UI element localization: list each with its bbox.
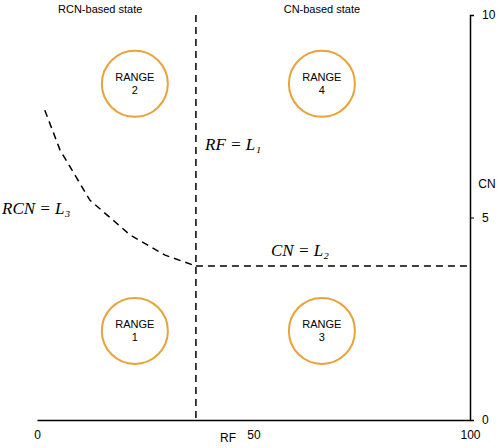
region-label: CN-based state bbox=[284, 3, 360, 15]
range-circle bbox=[289, 298, 355, 364]
x-tick-label: 50 bbox=[247, 428, 261, 442]
boundary-line bbox=[195, 15, 197, 420]
boundary-line bbox=[196, 265, 470, 267]
range-label: RANGE2 bbox=[115, 71, 154, 96]
x-axis: 0 50 100 bbox=[34, 420, 481, 442]
x-tick: 0 bbox=[34, 420, 41, 442]
boundary-line bbox=[45, 110, 196, 266]
x-axis-title: RF bbox=[220, 431, 236, 445]
y-tick-label: 0 bbox=[482, 413, 489, 427]
range-label-part: RANGE bbox=[115, 318, 154, 330]
range-label-part: RANGE bbox=[302, 71, 341, 83]
x-tick-label: 0 bbox=[34, 428, 41, 442]
line-label: RF = L₁ bbox=[204, 135, 261, 154]
range-label: RANGE1 bbox=[115, 318, 154, 343]
range-circle bbox=[289, 51, 355, 117]
y-tick: 0 bbox=[470, 413, 489, 427]
range-label-part: 4 bbox=[319, 84, 325, 96]
region-label: RCN-based state bbox=[58, 3, 142, 15]
range-label-part: 3 bbox=[319, 331, 325, 343]
range-label-part: 1 bbox=[132, 331, 138, 343]
range-label-part: RANGE bbox=[115, 71, 154, 83]
y-axis-line bbox=[471, 16, 475, 421]
x-tick-label: 100 bbox=[460, 428, 480, 442]
x-tick: 100 bbox=[460, 420, 480, 442]
y-axis: 0 5 10 bbox=[470, 8, 496, 427]
x-axis-line bbox=[38, 420, 471, 422]
range-circle bbox=[102, 51, 168, 117]
y-tick: 10 bbox=[470, 8, 496, 22]
y-tick-label: 5 bbox=[482, 211, 489, 225]
mark-labels: RF = L₁CN = L₂RCN = L₃RANGE1RANGE2RANGE3… bbox=[1, 71, 341, 343]
plot-marks bbox=[45, 15, 470, 420]
line-label: RCN = L₃ bbox=[1, 199, 70, 218]
y-tick: 5 bbox=[470, 211, 489, 225]
range-circle bbox=[102, 298, 168, 364]
range-label-part: 2 bbox=[132, 84, 138, 96]
chart: 0501000510RFCNRCN-based stateCN-based st… bbox=[0, 0, 500, 448]
line-label: CN = L₂ bbox=[271, 241, 329, 260]
range-label: RANGE3 bbox=[302, 318, 341, 343]
y-axis-title: CN bbox=[478, 177, 495, 191]
range-label-part: RANGE bbox=[302, 318, 341, 330]
y-tick-mark bbox=[470, 15, 474, 16]
y-tick-mark bbox=[470, 420, 474, 421]
y-tick-mark bbox=[470, 218, 474, 219]
range-label: RANGE4 bbox=[302, 71, 341, 96]
x-tick: 50 bbox=[247, 420, 261, 442]
y-tick-label: 10 bbox=[482, 8, 496, 22]
